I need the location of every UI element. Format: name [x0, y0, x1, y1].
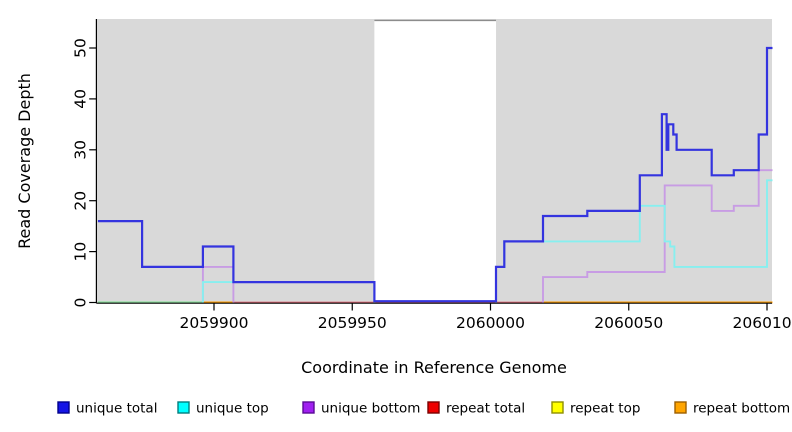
series-unique-bottom: [542, 169, 773, 303]
x-tick-label: 2059950: [318, 314, 387, 332]
tick-marks: [89, 47, 768, 311]
legend-item-label: repeat top: [570, 401, 640, 417]
series-lines: [97, 46, 773, 304]
series-unique-total: [97, 46, 773, 303]
y-tick-label: 50: [71, 38, 89, 58]
legend-swatch: [302, 401, 315, 414]
legend-item-repeat-bottom: repeat bottom: [674, 401, 790, 417]
legend-item-unique-bottom: unique bottom: [302, 401, 420, 417]
legend-item-label: unique bottom: [321, 401, 420, 417]
legend-item-unique-total: unique total: [57, 401, 157, 417]
legend-item-label: repeat total: [446, 401, 525, 417]
y-tick-label: 10: [71, 242, 89, 262]
legend-swatch: [674, 401, 687, 414]
legend-swatch: [551, 401, 564, 414]
legend-item-label: unique top: [196, 401, 269, 417]
legend-swatch: [427, 401, 440, 414]
x-tick-label: 2060050: [594, 314, 663, 332]
x-axis-title: Coordinate in Reference Genome: [301, 358, 567, 377]
x-tick-label: 2060000: [456, 314, 525, 332]
legend-swatch: [177, 401, 190, 414]
masked-region: [374, 19, 497, 303]
legend-swatch: [57, 401, 70, 414]
y-axis-title: Read Coverage Depth: [15, 73, 34, 249]
y-tick-label: 30: [71, 140, 89, 160]
legend-item-repeat-total: repeat total: [427, 401, 525, 417]
legend-item-label: repeat bottom: [693, 401, 790, 417]
axes: [95, 19, 772, 304]
x-tick-label: 2059900: [179, 314, 248, 332]
legend-item-unique-top: unique top: [177, 401, 269, 417]
legend-item-label: unique total: [76, 401, 157, 417]
legend-item-repeat-top: repeat top: [551, 401, 640, 417]
y-tick-label: 40: [71, 89, 89, 109]
legend: unique total unique top unique bottom repea…: [57, 401, 790, 417]
y-tick-label: 0: [71, 298, 89, 308]
y-tick-label: 20: [71, 191, 89, 211]
